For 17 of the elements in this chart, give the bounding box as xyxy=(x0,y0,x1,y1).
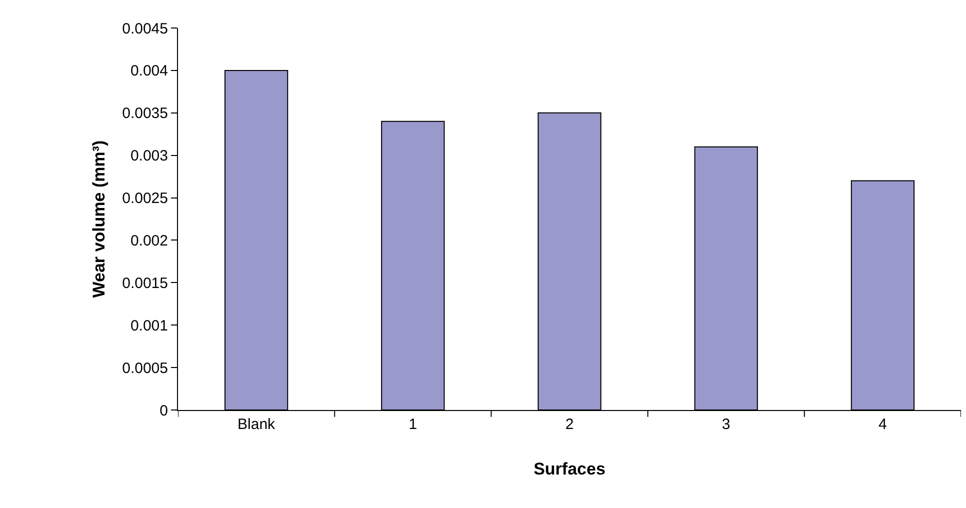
y-tick-label: 0.001 xyxy=(130,317,168,334)
x-axis-title: Surfaces xyxy=(534,459,606,478)
y-tick-label: 0.0025 xyxy=(122,190,168,208)
y-tick-label: 0.002 xyxy=(130,232,168,250)
x-tick-label: 1 xyxy=(408,416,418,433)
y-tick-label: 0.0015 xyxy=(122,274,168,292)
x-tick-label: 4 xyxy=(878,416,887,433)
y-tick-label: 0.004 xyxy=(130,62,168,80)
y-tick-label: 0.0005 xyxy=(122,360,168,377)
x-tick-label: Blank xyxy=(238,416,276,433)
y-tick-label: 0.003 xyxy=(130,148,168,165)
y-axis-title: Wear volume (mm³) xyxy=(90,140,109,298)
y-tick-label: 0.0045 xyxy=(122,20,168,38)
x-tick-label: 3 xyxy=(722,416,730,433)
y-tick-label: 0 xyxy=(160,402,168,420)
x-tick-label: 2 xyxy=(565,416,574,433)
y-tick-label: 0.0035 xyxy=(122,105,168,122)
